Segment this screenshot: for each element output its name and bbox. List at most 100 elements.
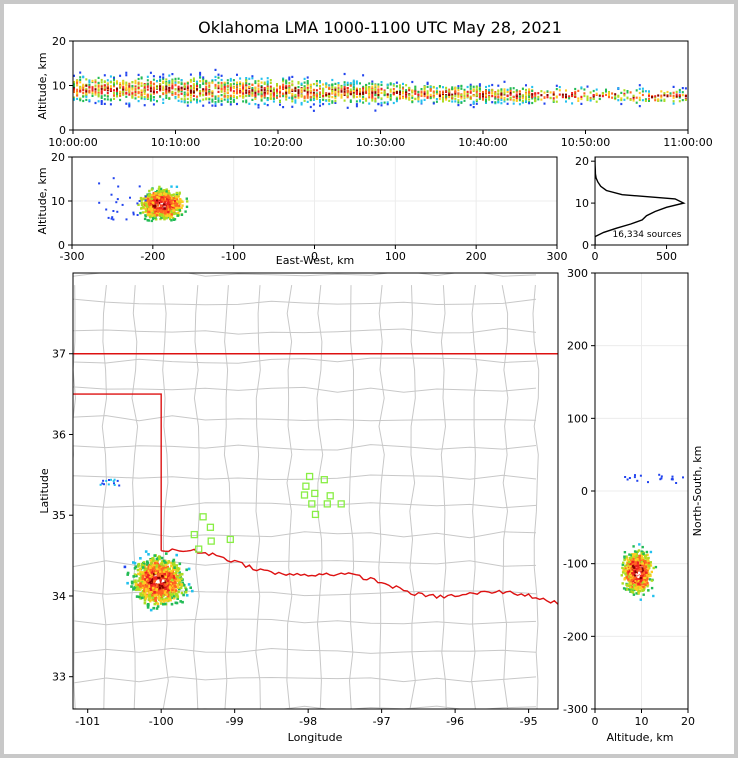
time-height-source-point bbox=[196, 98, 198, 101]
ns-altitude-source-point bbox=[628, 569, 631, 572]
plan-view-source-point bbox=[160, 567, 163, 571]
time-height-source-point bbox=[192, 98, 195, 101]
ew-height-source-point bbox=[152, 192, 155, 195]
time-height-source-point bbox=[165, 87, 168, 90]
time-height-source-point bbox=[97, 91, 100, 95]
time-height-source-point bbox=[466, 90, 469, 93]
time-height-source-point bbox=[337, 89, 340, 92]
plan-view-source-point bbox=[164, 563, 168, 567]
time-height-source-point bbox=[365, 88, 368, 91]
time-height-source-point bbox=[291, 95, 294, 98]
time-height-source-point bbox=[678, 91, 681, 94]
plan-view-source-point bbox=[144, 573, 148, 577]
time-height-source-point bbox=[229, 89, 232, 92]
time-height-source-point bbox=[565, 95, 567, 99]
ew-height-source-point bbox=[129, 196, 131, 199]
time-height-source-point bbox=[303, 96, 306, 99]
time-height-source-point bbox=[309, 99, 312, 102]
time-height-source-point bbox=[82, 83, 85, 86]
time-height-source-point bbox=[641, 99, 644, 102]
ns-altitude-source-point bbox=[636, 586, 640, 589]
time-height-source-point bbox=[269, 89, 272, 92]
time-height-source-point bbox=[199, 86, 202, 89]
time-height-source-point bbox=[319, 84, 321, 88]
ew-height-source-point bbox=[153, 208, 156, 211]
time-height-source-point bbox=[503, 98, 506, 101]
ew-height-source-point bbox=[170, 209, 173, 213]
time-height-source-point bbox=[266, 104, 269, 107]
time-height-source-point bbox=[85, 78, 88, 81]
time-height-source-point bbox=[445, 98, 448, 101]
time-height-source-point bbox=[245, 84, 248, 87]
histogram-xtick-label: 500 bbox=[656, 250, 677, 263]
plan-view-source-point bbox=[137, 588, 140, 591]
time-height-source-point bbox=[294, 101, 297, 104]
ew-height-source-point bbox=[158, 185, 161, 189]
plan-view-source-point bbox=[146, 575, 149, 579]
ew-height-source-point bbox=[138, 185, 141, 188]
time-height-source-point bbox=[389, 97, 392, 100]
time-height-source-point bbox=[140, 89, 143, 92]
time-height-source-point bbox=[205, 85, 208, 89]
time-height-source-point bbox=[497, 95, 500, 98]
ew-height-source-point bbox=[181, 200, 184, 203]
plan-view-source-point bbox=[187, 583, 191, 586]
time-height-source-point bbox=[349, 99, 352, 102]
time-height-source-point bbox=[131, 94, 134, 97]
plan-view-source-point bbox=[149, 588, 153, 591]
time-height-source-point bbox=[503, 100, 506, 103]
ew-height-source-point bbox=[165, 195, 168, 198]
time-height-source-point bbox=[232, 86, 235, 90]
time-height-source-point bbox=[657, 94, 660, 97]
time-height-source-point bbox=[328, 94, 331, 97]
time-height-source-point bbox=[518, 99, 521, 102]
plan-view-source-point bbox=[110, 478, 112, 481]
ew-height-source-point bbox=[136, 214, 139, 216]
time-height-source-point bbox=[266, 97, 269, 100]
ew-height-source-point bbox=[150, 197, 154, 200]
time-height-source-point bbox=[220, 94, 223, 97]
time-height-source-point bbox=[306, 86, 309, 90]
time-height-source-point bbox=[140, 95, 143, 98]
time-height-source-point bbox=[426, 85, 429, 88]
time-height-source-point bbox=[374, 97, 377, 100]
time-height-source-point bbox=[285, 86, 288, 89]
ew-height-source-point bbox=[161, 198, 164, 201]
time-height-source-point bbox=[374, 109, 377, 112]
time-height-source-point bbox=[211, 98, 214, 101]
time-height-source-point bbox=[359, 82, 361, 85]
time-height-source-point bbox=[140, 97, 143, 100]
plan-view-source-point bbox=[178, 578, 181, 582]
plan-view-source-point bbox=[132, 588, 135, 591]
ew-height-source-point bbox=[161, 214, 164, 218]
time-height-source-point bbox=[116, 90, 118, 93]
time-height-source-point bbox=[97, 87, 100, 90]
time-height-source-point bbox=[229, 98, 232, 101]
time-height-source-point bbox=[402, 87, 404, 90]
ns-altitude-source-point bbox=[637, 549, 641, 552]
time-height-source-point bbox=[272, 90, 275, 93]
plan-view-source-point bbox=[169, 580, 173, 583]
ew-height-source-point bbox=[152, 195, 156, 199]
time-height-source-point bbox=[383, 101, 386, 104]
time-height-source-point bbox=[294, 87, 297, 90]
time-height-source-point bbox=[371, 85, 374, 88]
time-height-source-point bbox=[426, 81, 429, 84]
time-height-source-point bbox=[205, 80, 208, 83]
time-height-source-point bbox=[146, 88, 149, 91]
time-height-source-point bbox=[202, 89, 205, 92]
time-height-source-point bbox=[217, 97, 220, 100]
time-height-source-point bbox=[617, 87, 620, 90]
time-height-source-point bbox=[386, 86, 389, 89]
ew-height-source-point bbox=[140, 206, 144, 210]
time-height-source-point bbox=[73, 88, 75, 91]
time-height-source-point bbox=[355, 100, 358, 103]
time-height-source-point bbox=[408, 96, 411, 99]
time-height-source-point bbox=[414, 97, 417, 101]
ew-height-source-point bbox=[165, 188, 168, 191]
time-height-source-point bbox=[574, 90, 577, 94]
time-height-source-point bbox=[189, 99, 192, 102]
plan-view-source-point bbox=[162, 564, 166, 568]
time-height-source-point bbox=[263, 81, 266, 84]
ew-height-source-point bbox=[175, 204, 179, 207]
